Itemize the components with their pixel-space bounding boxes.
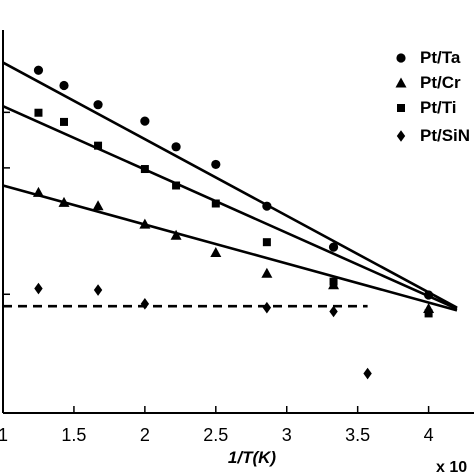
data-point — [33, 65, 44, 75]
x-tick-label: 3 — [282, 425, 292, 445]
data-point — [59, 80, 69, 91]
fit-line — [2, 105, 458, 311]
x-tick-label: 3.5 — [345, 425, 370, 445]
legend-label: Pt/Cr — [420, 73, 461, 92]
data-point — [139, 218, 151, 229]
legend-marker — [396, 53, 406, 63]
data-point — [424, 309, 433, 318]
data-point — [34, 108, 43, 117]
x-exponent-label: x 10 — [436, 459, 467, 474]
data-point — [262, 201, 272, 211]
legend-marker — [396, 130, 406, 142]
data-point — [262, 301, 272, 314]
x-tick-label: 2 — [140, 425, 150, 445]
data-point — [424, 290, 434, 300]
data-point — [329, 305, 338, 318]
data-point — [34, 282, 43, 295]
data-point — [211, 159, 221, 170]
legend-label: Pt/SiN — [420, 126, 470, 145]
x-tick-label: 2.5 — [203, 425, 228, 445]
data-point — [210, 247, 222, 258]
fit-line — [2, 184, 458, 312]
data-point — [328, 242, 339, 252]
x-axis-label: 1/T(K) — [228, 448, 277, 467]
data-point — [211, 199, 220, 208]
data-point — [262, 238, 271, 247]
data-point — [32, 186, 44, 197]
data-point — [261, 267, 273, 278]
data-point — [171, 142, 181, 152]
data-point — [170, 229, 182, 240]
fit-line — [2, 61, 458, 309]
data-point — [92, 200, 104, 211]
y-ticks — [3, 111, 10, 296]
data-point — [363, 367, 372, 380]
data-point — [140, 116, 150, 126]
x-tick-label: 1.5 — [61, 425, 86, 445]
x-tick-label: 4 — [424, 425, 434, 445]
data-point — [60, 117, 69, 126]
data-point — [94, 141, 103, 150]
legend-label: Pt/Ti — [420, 98, 457, 117]
data-point — [58, 196, 70, 207]
data-point — [140, 165, 149, 174]
data-point — [93, 284, 103, 296]
legend-marker — [397, 104, 405, 112]
legend: Pt/Ta Pt/Cr Pt/Ti Pt/SiN — [395, 48, 470, 145]
data-markers — [32, 65, 435, 380]
legend-marker — [395, 77, 407, 88]
x-tick-label: 1 — [0, 425, 8, 445]
data-point — [172, 181, 181, 190]
data-point — [93, 100, 103, 110]
fit-lines — [2, 61, 458, 312]
data-point — [140, 298, 150, 310]
x-ticks: 1 1.5 2 2.5 3 3.5 4 — [0, 406, 434, 445]
legend-label: Pt/Ta — [420, 48, 461, 67]
plot-frame — [2, 30, 474, 414]
data-point — [329, 277, 338, 286]
